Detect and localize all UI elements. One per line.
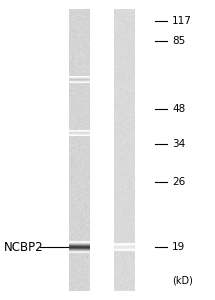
Text: 117: 117 [172,16,192,26]
Text: 19: 19 [172,242,185,252]
Text: 85: 85 [172,36,185,46]
Text: 34: 34 [172,140,185,149]
Text: (kD): (kD) [172,275,193,286]
Text: NCBP2: NCBP2 [4,241,44,254]
Text: 26: 26 [172,177,185,188]
Text: 48: 48 [172,104,185,114]
